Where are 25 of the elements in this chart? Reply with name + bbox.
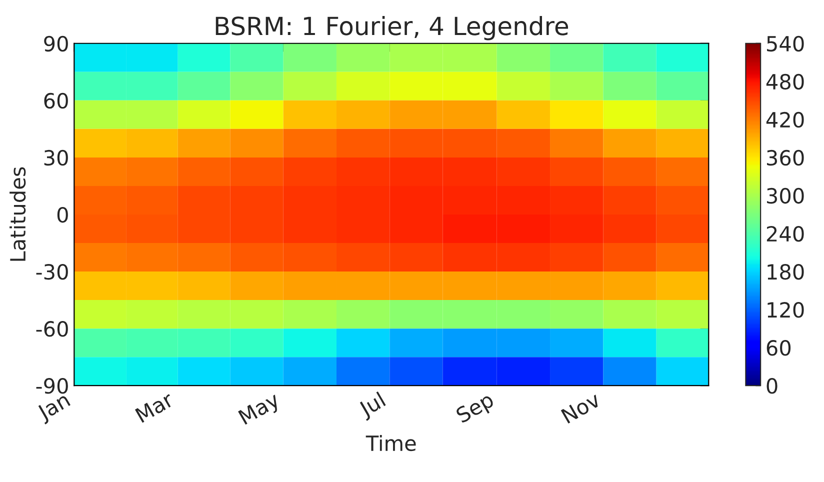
- x-tick-label: Jul: [356, 391, 388, 421]
- y-tick-label: -30: [36, 264, 68, 280]
- color-bar-label: 300: [767, 188, 804, 204]
- color-bar-label: 0: [766, 378, 778, 394]
- y-tick-label: 30: [44, 150, 68, 166]
- color-bar-label: 240: [766, 226, 804, 242]
- x-tick-label: Sep: [455, 391, 497, 427]
- color-bar-label: 60: [766, 340, 791, 356]
- x-tick-label: Mar: [134, 391, 175, 424]
- color-bar-label: 120: [768, 302, 804, 318]
- color-bar-label: 480: [766, 74, 804, 90]
- y-tick-label: 90: [44, 36, 68, 52]
- y-tick-label: 60: [44, 92, 68, 109]
- x-tick-label: Nov: [560, 391, 602, 424]
- y-tick-label: 0: [57, 206, 68, 223]
- y-axis-title: Latitudes: [10, 167, 26, 261]
- color-bar-label: 180: [768, 264, 804, 280]
- chart-title: BSRM: 1 Fourier, 4 Legendre: [216, 16, 568, 40]
- color-bar-label: 540: [767, 36, 804, 52]
- y-tick-label: -60: [36, 321, 68, 337]
- color-bar-label: 420: [766, 112, 804, 128]
- y-tick-label: -90: [36, 378, 68, 394]
- color-bar-label: 360: [767, 150, 804, 166]
- x-axis-title: Time: [366, 435, 416, 452]
- x-tick-label: May: [238, 391, 283, 428]
